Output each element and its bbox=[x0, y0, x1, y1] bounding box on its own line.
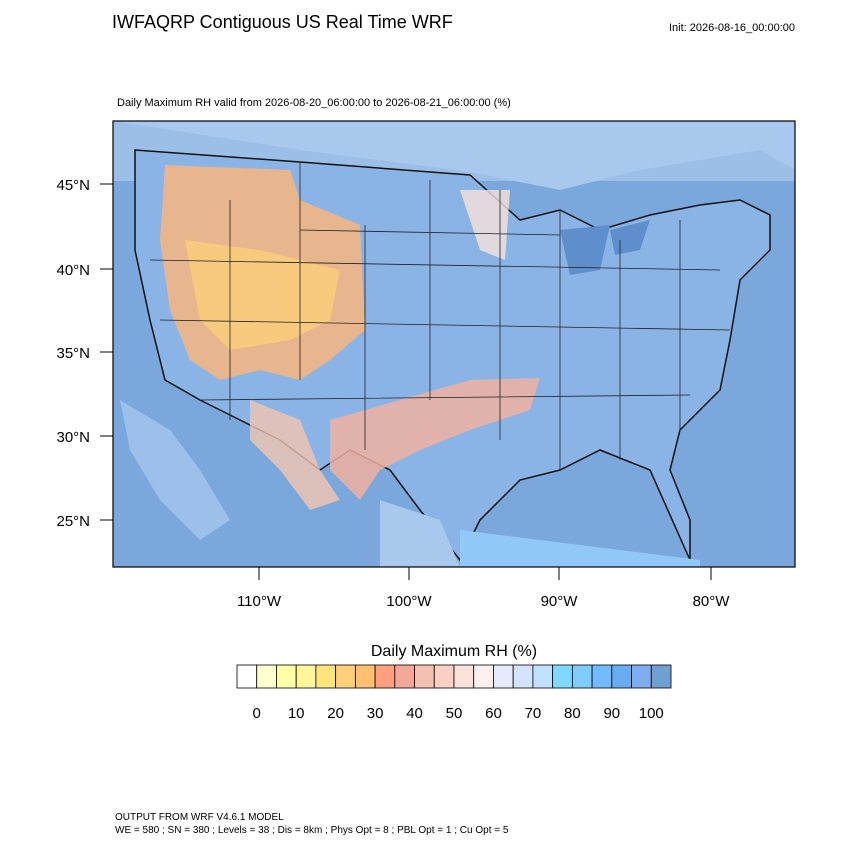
colorbar-label: 60 bbox=[485, 705, 502, 722]
colorbar-box bbox=[552, 664, 573, 689]
lon-label: 110°W bbox=[237, 593, 282, 610]
footer-line: WE = 580 ; SN = 380 ; Levels = 38 ; Dis … bbox=[115, 825, 509, 836]
colorbar-box bbox=[394, 664, 415, 689]
map bbox=[113, 121, 795, 567]
lon-label: 90°W bbox=[541, 593, 579, 610]
colorbar-box bbox=[256, 664, 277, 689]
colorbar-label: 0 bbox=[253, 705, 261, 722]
colorbar-label: 10 bbox=[288, 705, 305, 722]
colorbar-box bbox=[276, 664, 297, 689]
colorbar-box bbox=[453, 664, 475, 689]
moist-midwest bbox=[460, 190, 510, 260]
colorbar-box bbox=[335, 664, 356, 689]
mexico-west bbox=[120, 400, 230, 540]
colorbar-box bbox=[631, 664, 652, 689]
dry-southwest bbox=[250, 400, 340, 510]
lon-label: 100°W bbox=[386, 593, 432, 610]
lon-label: 80°W bbox=[693, 593, 731, 610]
subtitle: Daily Maximum RH valid from 2026-08-20_0… bbox=[117, 97, 511, 109]
colorbar-box bbox=[571, 664, 593, 689]
lat-label: 40°N bbox=[56, 262, 90, 279]
canada-region bbox=[113, 121, 795, 190]
colorbar-box bbox=[374, 664, 396, 689]
colorbar-label: 100 bbox=[639, 705, 664, 722]
init-time: Init: 2026-08-16_00:00:00 bbox=[669, 22, 795, 34]
title: IWFAQRP Contiguous US Real Time WRF bbox=[112, 12, 453, 32]
colorbar-box bbox=[354, 664, 376, 689]
borders bbox=[149, 162, 731, 470]
colorbar-box bbox=[611, 664, 632, 689]
colorbar-box bbox=[295, 664, 317, 689]
colorbar-label: 50 bbox=[446, 705, 463, 722]
dry-plains bbox=[330, 378, 540, 500]
lat-label: 30°N bbox=[56, 429, 90, 446]
colorbar-box bbox=[315, 664, 337, 689]
colorbar-label: 40 bbox=[406, 705, 423, 722]
colorbar-box bbox=[493, 664, 514, 689]
colorbar: 0 10 20 30 40 50 60 70 80 90 100 bbox=[236, 664, 672, 722]
mexico-east bbox=[380, 500, 460, 567]
colorbar-label: 30 bbox=[367, 705, 384, 722]
great-lakes bbox=[560, 225, 610, 275]
colorbar-label: 80 bbox=[564, 705, 581, 722]
colorbar-box bbox=[532, 664, 554, 689]
footer-line: OUTPUT FROM WRF V4.6.1 MODEL bbox=[115, 812, 284, 823]
colorbar-title: Daily Maximum RH (%) bbox=[371, 643, 537, 660]
colorbar-label: 70 bbox=[525, 705, 542, 722]
colorbar-box bbox=[512, 664, 534, 689]
lat-label: 25°N bbox=[56, 513, 90, 530]
lat-label: 45°N bbox=[56, 177, 90, 194]
gulf bbox=[460, 530, 700, 567]
colorbar-label: 90 bbox=[603, 705, 620, 722]
colorbar-label: 20 bbox=[327, 705, 344, 722]
colorbar-box bbox=[236, 664, 258, 689]
colorbar-box bbox=[650, 664, 672, 689]
map-axes: 45°N 40°N 35°N 30°N 25°N 110°W 100°W 90°W 80°W bbox=[56, 177, 730, 610]
colorbar-box bbox=[433, 664, 455, 689]
lat-label: 35°N bbox=[56, 345, 90, 362]
colorbar-box bbox=[591, 664, 613, 689]
colorbar-box bbox=[473, 664, 494, 689]
colorbar-box bbox=[414, 664, 435, 689]
map-frame bbox=[112, 120, 796, 568]
